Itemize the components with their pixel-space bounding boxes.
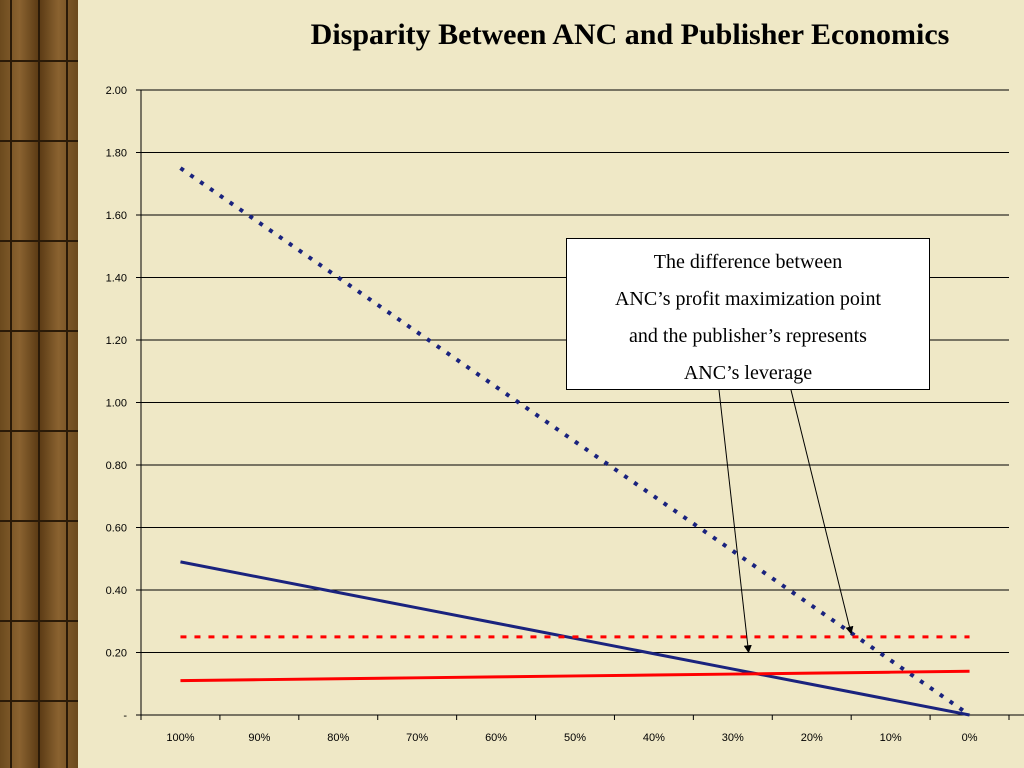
x-tick-label: 50% <box>564 732 586 744</box>
x-tick-label: 20% <box>801 732 823 744</box>
x-tick-label: 90% <box>248 732 270 744</box>
y-tick-label: 1.80 <box>106 148 127 160</box>
y-tick-label: 0.60 <box>106 523 127 535</box>
callout-line-4: ANC’s leverage <box>683 362 813 384</box>
callout-line-1: The difference between <box>653 251 843 273</box>
callout-arrow <box>718 389 752 654</box>
series-line-2 <box>180 560 970 717</box>
x-tick-label: 0% <box>962 732 978 744</box>
callout-arrow <box>790 389 854 635</box>
callout-line-3: and the publisher’s represents <box>629 325 867 347</box>
series-line-1 <box>179 166 971 717</box>
y-tick-label: 1.60 <box>106 210 127 222</box>
x-tick-label: 60% <box>485 732 507 744</box>
y-tick-label: 1.20 <box>106 335 127 347</box>
x-axis: 100% 90% 80% 70% 60% 50% 40% 30% 20% 10% 0% <box>140 714 1024 744</box>
callout-line-2: ANC’s profit maximization point <box>614 288 882 310</box>
y-axis: - 0.20 0.40 0.60 0.80 1.00 1.20 1.40 1.60 1.80 2.0… <box>106 85 142 722</box>
callout-arrows <box>718 389 854 654</box>
y-tick-label: 0.20 <box>106 648 127 660</box>
y-tick-label: - <box>123 710 127 722</box>
callout-box: The difference between ANC’s profit maxi… <box>566 238 930 390</box>
y-tick-label: 1.00 <box>106 398 127 410</box>
x-tick-label: 10% <box>880 732 902 744</box>
x-tick-label: 80% <box>327 732 349 744</box>
y-tick-label: 0.40 <box>106 585 127 597</box>
series-lines <box>179 166 971 717</box>
x-tick-label: 30% <box>722 732 744 744</box>
x-tick-label: 40% <box>643 732 665 744</box>
x-tick-label: 100% <box>166 732 194 744</box>
series-line-4 <box>180 669 970 683</box>
y-tick-label: 0.80 <box>106 460 127 472</box>
line-chart: - 0.20 0.40 0.60 0.80 1.00 1.20 1.40 1.60 1.80 2.0… <box>106 85 1024 744</box>
y-tick-label: 2.00 <box>106 85 127 97</box>
y-tick-label: 1.40 <box>106 273 127 285</box>
decorative-sidebar <box>0 0 78 768</box>
x-tick-label: 70% <box>406 732 428 744</box>
chart-title: Disparity Between ANC and Publisher Econ… <box>310 18 950 51</box>
